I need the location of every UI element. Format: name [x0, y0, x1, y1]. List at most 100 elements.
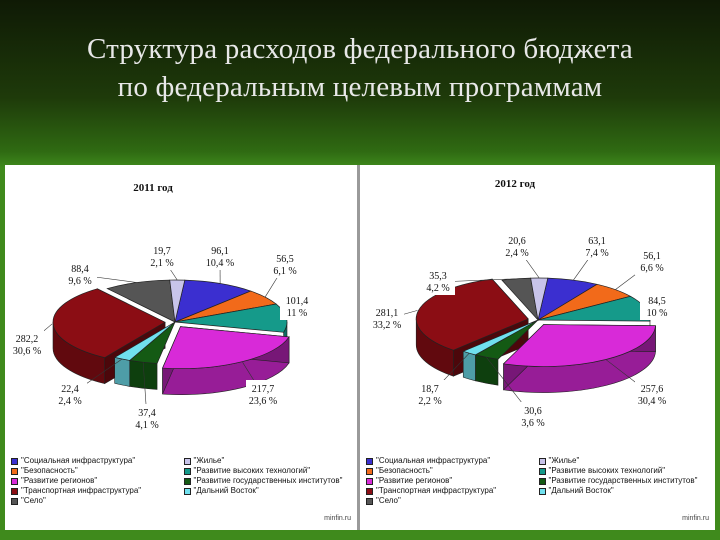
legend-label: "Жилье" — [548, 456, 580, 465]
data-label-percent: 2,2 % — [418, 396, 441, 407]
legend-row: "Транспортная инфраструктура" "Дальний Во… — [366, 486, 711, 496]
legend-item: "Безопасность" — [366, 466, 539, 476]
legend-item: "Жилье" — [183, 456, 357, 466]
legend-label: "Транспортная инфраструктура" — [376, 486, 497, 495]
legend-label: "Село" — [376, 496, 401, 505]
data-label-value: 22,4 — [61, 384, 79, 395]
legend-row: "Село" — [366, 496, 711, 506]
legend-label: "Село" — [21, 496, 46, 505]
pie-slice-дальний-восток — [113, 321, 176, 361]
legend-label: "Дальний Восток" — [548, 486, 614, 495]
data-label-percent: 10,4 % — [206, 258, 234, 269]
data-label-background — [53, 380, 87, 408]
legend-swatch — [538, 467, 546, 475]
pie-chart-2011: 2011 год 96,110,4 % 56,56,1 % 101,411 % 217,… — [10, 182, 314, 432]
legend-swatch — [366, 487, 373, 495]
legend-item: "Развитие регионов" — [366, 476, 539, 486]
data-label-percent: 30,6 % — [13, 346, 41, 357]
data-label-background — [370, 304, 404, 332]
data-label-value: 56,5 — [276, 254, 294, 265]
legend-item: "Село" — [366, 496, 539, 506]
source-note-2012: minfin.ru — [682, 515, 709, 522]
legend-item: "Село" — [11, 496, 184, 506]
pie-slice-транспортная-инфраструктура — [415, 278, 529, 351]
legend-label: "Жилье" — [193, 456, 225, 465]
chart-panel-2012: 2012 год 63,1 7,4 % 56,1 6,6 % 84,5 10 % 257,6 3… — [360, 165, 715, 530]
legend-label: "Развитие высоких технологий" — [193, 466, 311, 475]
data-label-background — [268, 250, 302, 278]
legend-item: "Жилье" — [538, 456, 712, 466]
legend-label: "Развитие регионов" — [21, 476, 98, 485]
legend-item: "Социальная инфраструктура" — [11, 456, 184, 466]
data-label-value: 101,4 — [286, 296, 309, 307]
legend-row: "Безопасность" "Развитие высоких технолог… — [11, 466, 356, 476]
data-label-background — [246, 380, 280, 408]
legend-row: "Социальная инфраструктура" "Жилье" — [11, 456, 356, 466]
legend-row: "Развитие регионов" "Развитие государстве… — [366, 476, 711, 486]
data-label-percent: 23,6 % — [249, 396, 277, 407]
legend-swatch — [538, 457, 546, 465]
legend-swatch — [366, 497, 373, 505]
legend-label: "Безопасность" — [21, 466, 78, 475]
legend-item: "Транспортная инфраструктура" — [366, 486, 539, 496]
pie-slice-дальний-восток — [462, 319, 539, 356]
legend-label: "Развитие государственных институтов" — [548, 476, 698, 485]
legend-swatch — [366, 467, 373, 475]
legend-item: "Развитие высоких технологий" — [183, 466, 357, 476]
data-label-background — [280, 292, 314, 320]
data-label-percent: 6,6 % — [640, 263, 663, 274]
legend-swatch — [11, 477, 18, 485]
pie-slice-развитие-регионов — [162, 326, 290, 369]
legend-swatch — [183, 487, 191, 495]
pie-slice-side-развитие-государственных-институтов — [475, 354, 499, 386]
legend-row: "Село" — [11, 496, 356, 506]
legend-row: "Социальная инфраструктура" "Жилье" — [366, 456, 711, 466]
source-note-2011: minfin.ru — [324, 515, 351, 522]
legend-row: "Безопасность" "Развитие высоких технолог… — [366, 466, 711, 476]
legend-2011: "Социальная инфраструктура" "Жилье" "Безоп… — [11, 456, 356, 506]
data-label-background — [580, 232, 614, 260]
data-label-background — [640, 292, 674, 320]
legend-item: "Дальний Восток" — [183, 486, 357, 496]
slide-title-line-2: по федеральным целевым программам — [117, 71, 603, 103]
data-label-percent: 6,1 % — [273, 266, 296, 277]
legend-swatch — [11, 497, 18, 505]
chart-title: 2011 год — [133, 182, 173, 194]
data-label-value: 18,7 — [421, 384, 439, 395]
legend-swatch — [183, 457, 191, 465]
data-label-value: 35,3 — [429, 271, 447, 282]
data-label-value: 84,5 — [648, 296, 666, 307]
legend-item: "Дальний Восток" — [538, 486, 712, 496]
legend-item: "Безопасность" — [11, 466, 184, 476]
data-label-percent: 4,1 % — [135, 420, 158, 431]
legend-swatch — [183, 477, 191, 485]
legend-swatch — [538, 477, 546, 485]
data-label-background — [63, 260, 97, 288]
data-label-background — [130, 404, 164, 432]
data-label-percent: 11 % — [287, 308, 307, 319]
data-label-percent: 30,4 % — [638, 396, 666, 407]
legend-label: "Дальний Восток" — [193, 486, 259, 495]
slide-title-line-1: Структура расходов федерального бюджета — [87, 33, 633, 65]
legend-item: "Развитие государственных институтов" — [183, 476, 357, 486]
legend-item: "Развитие государственных институтов" — [538, 476, 712, 486]
data-label-value: 30,6 — [524, 406, 542, 417]
legend-item — [184, 496, 357, 506]
data-label-percent: 7,4 % — [585, 248, 608, 259]
legend-item: "Транспортная инфраструктура" — [11, 486, 184, 496]
data-label-background — [145, 242, 179, 270]
data-label-percent: 33,2 % — [373, 320, 401, 331]
legend-label: "Социальная инфраструктура" — [376, 456, 491, 465]
data-label-percent: 2,4 % — [505, 248, 528, 259]
legend-item: "Социальная инфраструктура" — [366, 456, 539, 466]
legend-swatch — [11, 487, 18, 495]
panel-divider — [357, 165, 360, 530]
data-label-percent: 2,4 % — [58, 396, 81, 407]
legend-swatch — [183, 467, 191, 475]
pie-slice-side-дальний-восток — [462, 350, 476, 382]
legend-label: "Развитие государственных институтов" — [193, 476, 343, 485]
data-label-value: 96,1 — [211, 246, 229, 257]
data-label-value: 257,6 — [641, 384, 664, 395]
legend-item: "Развитие высоких технологий" — [538, 466, 712, 476]
